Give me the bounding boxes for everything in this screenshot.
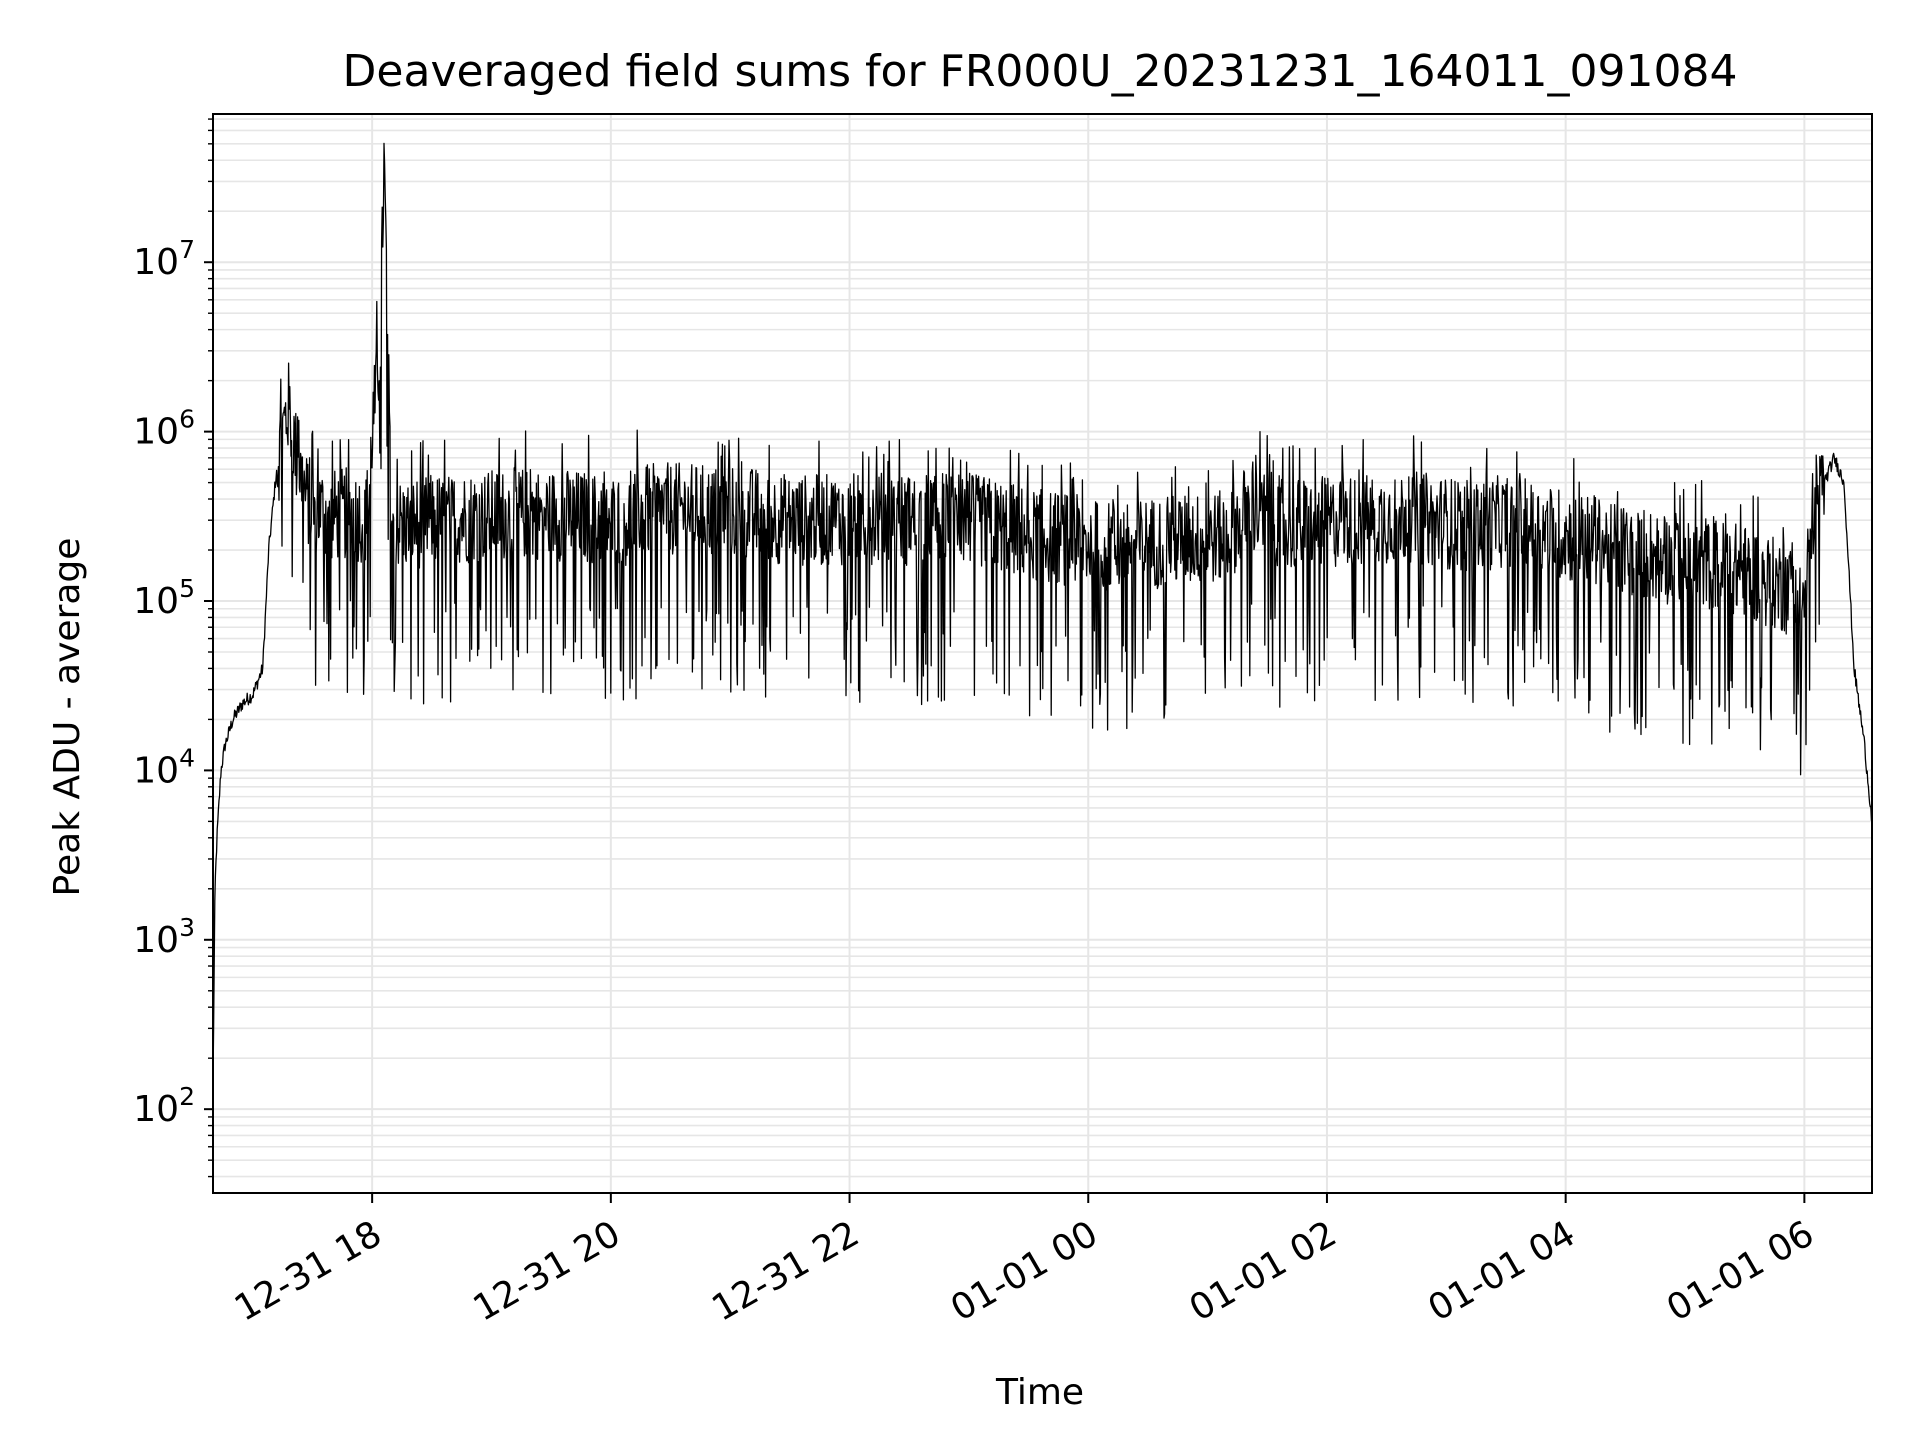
x-tick-label: 12-31 20 bbox=[467, 1213, 628, 1329]
y-tick-label: 103 bbox=[133, 913, 195, 961]
x-axis-label: Time bbox=[995, 1372, 1084, 1413]
x-tick-label: 12-31 22 bbox=[705, 1213, 866, 1329]
y-tick-label: 106 bbox=[133, 405, 195, 453]
x-tick-label: 01-01 06 bbox=[1660, 1213, 1821, 1329]
y-tick-label: 107 bbox=[133, 235, 195, 283]
x-tick-label: 01-01 02 bbox=[1183, 1213, 1344, 1329]
chart-title: Deaveraged field sums for FR000U_2023123… bbox=[343, 46, 1738, 97]
x-tick-label: 01-01 00 bbox=[944, 1213, 1105, 1329]
y-tick-label: 104 bbox=[133, 743, 195, 791]
data-line bbox=[212, 142, 1873, 1083]
y-tick-label: 102 bbox=[133, 1082, 195, 1130]
y-axis-label: Peak ADU - average bbox=[47, 538, 88, 897]
x-tick-label: 01-01 04 bbox=[1421, 1213, 1582, 1329]
grid bbox=[213, 114, 1872, 1193]
y-tick-label: 105 bbox=[133, 574, 195, 622]
axis-ticks bbox=[204, 118, 1806, 1203]
x-tick-label: 12-31 18 bbox=[228, 1213, 389, 1329]
plot-frame bbox=[212, 113, 1873, 1194]
series-line bbox=[212, 142, 1873, 1083]
